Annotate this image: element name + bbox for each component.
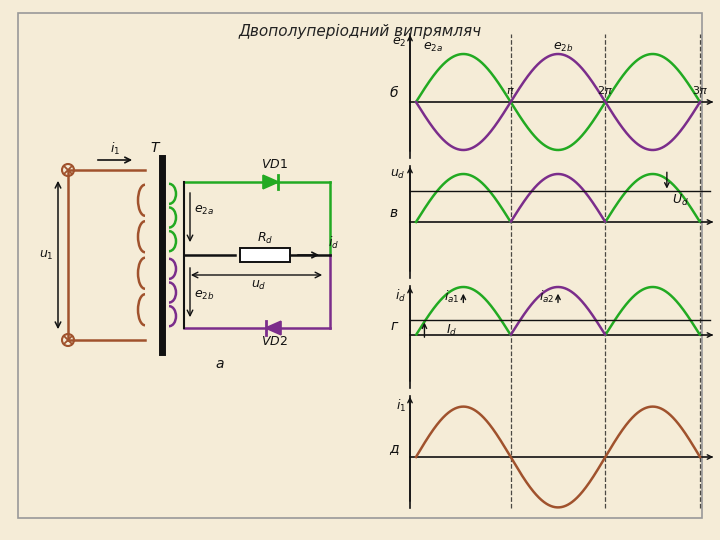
Text: д: д — [390, 441, 399, 455]
Text: $VD1$: $VD1$ — [261, 158, 287, 171]
Text: $\theta$: $\theta$ — [719, 329, 720, 341]
Text: $\theta$: $\theta$ — [719, 451, 720, 463]
Text: $T$: $T$ — [150, 141, 162, 155]
Text: $i_{a2}$: $i_{a2}$ — [539, 288, 554, 305]
Text: $i_1$: $i_1$ — [110, 141, 120, 157]
Text: $e_{2b}$: $e_{2b}$ — [552, 41, 573, 54]
Text: $i_d$: $i_d$ — [395, 288, 406, 304]
Text: $\pi$: $\pi$ — [506, 86, 515, 96]
Text: $i_d$: $i_d$ — [328, 235, 339, 251]
Text: $u_d$: $u_d$ — [390, 168, 406, 181]
Text: $3\pi$: $3\pi$ — [692, 84, 708, 96]
Text: $i_{a1}$: $i_{a1}$ — [444, 288, 460, 305]
Text: Двополуперіодний випрямляч: Двополуперіодний випрямляч — [238, 24, 482, 39]
Text: $e_{2a}$: $e_{2a}$ — [194, 204, 214, 217]
Text: г: г — [390, 319, 397, 333]
Text: б: б — [390, 86, 398, 100]
Text: $a$: $a$ — [215, 357, 225, 371]
Text: $U_d$: $U_d$ — [672, 192, 688, 207]
Text: $e_{2a}$: $e_{2a}$ — [423, 41, 443, 54]
Text: $R_d$: $R_d$ — [257, 231, 273, 246]
Text: $e_2$: $e_2$ — [392, 36, 406, 49]
Text: $\theta$: $\theta$ — [719, 216, 720, 228]
Polygon shape — [266, 321, 281, 335]
Text: $2\pi$: $2\pi$ — [598, 84, 613, 96]
Text: $e_{2b}$: $e_{2b}$ — [194, 288, 215, 302]
Bar — [240, 248, 290, 262]
Text: $\theta$: $\theta$ — [719, 96, 720, 108]
Text: $u_d$: $u_d$ — [251, 279, 266, 292]
Text: $VD2$: $VD2$ — [261, 335, 287, 348]
Polygon shape — [263, 176, 279, 189]
Text: $I_d$: $I_d$ — [446, 323, 458, 338]
Text: в: в — [390, 206, 398, 220]
Text: $u_1$: $u_1$ — [39, 248, 53, 261]
Text: $i_1$: $i_1$ — [396, 398, 406, 414]
